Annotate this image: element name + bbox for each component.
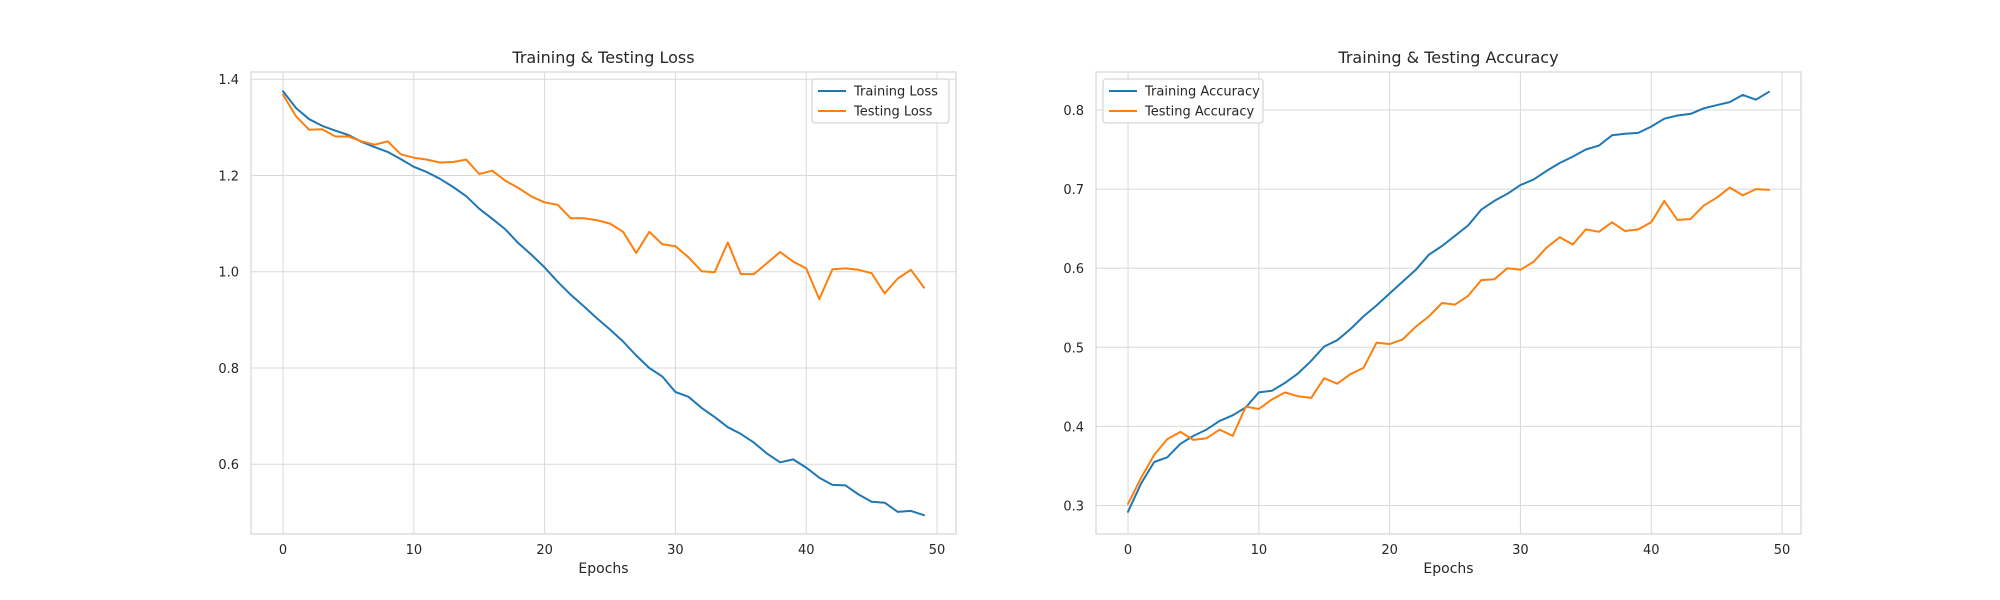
x-tick-label: 50: [1774, 543, 1791, 558]
y-tick-label: 0.8: [218, 362, 239, 377]
y-tick-label: 0.6: [218, 458, 239, 473]
legend-entry-testing-loss: Testing Loss: [853, 105, 933, 120]
x-tick-label: 30: [1512, 543, 1529, 558]
x-tick-label: 50: [929, 543, 946, 558]
series-line-training-accuracy: [1127, 90, 1770, 513]
y-tick-label: 1.0: [218, 266, 239, 281]
y-tick-label: 0.3: [1063, 500, 1084, 515]
legend-box: [811, 78, 950, 124]
series-line-training-loss: [282, 90, 925, 517]
legend-entry-testing-accuracy: Testing Accuracy: [1144, 105, 1254, 120]
x-tick-label: 10: [1251, 543, 1268, 558]
x-tick-label: 10: [406, 543, 423, 558]
y-tick-label: 1.2: [218, 169, 239, 184]
legend: Training Accuracy Testing Accuracy: [1102, 78, 1264, 124]
legend: Training Loss Testing Loss: [811, 78, 950, 124]
chart-panel-2: 0 10 20 30 40 50 0.3 0.4 0.5 0.6 0.7 0.8 Training & …: [1063, 48, 1802, 577]
y-tick-label: 0.7: [1063, 183, 1084, 198]
x-tick-label: 20: [536, 543, 553, 558]
x-tick-label: 0: [1124, 543, 1132, 558]
legend-entry-training-loss: Training Loss: [853, 85, 938, 100]
x-tick-label: 0: [279, 543, 287, 558]
x-tick-label: 40: [798, 543, 815, 558]
x-axis-label: Epochs: [1423, 561, 1473, 577]
y-tick-label: 1.4: [218, 73, 239, 88]
series-line-testing-accuracy: [1127, 186, 1770, 505]
series-line-testing-loss: [282, 93, 925, 301]
x-tick-label: 30: [667, 543, 684, 558]
x-axis-label: Epochs: [578, 561, 628, 577]
y-tick-label: 0.4: [1063, 420, 1084, 435]
chart-title: Training & Testing Accuracy: [1337, 48, 1558, 67]
chart-panel-1: 0 10 20 30 40 50 0.6 0.8 1.0 1.2 1.4 Training & Tes…: [218, 48, 957, 577]
x-tick-label: 20: [1381, 543, 1398, 558]
chart-title: Training & Testing Loss: [511, 48, 694, 67]
legend-entry-training-accuracy: Training Accuracy: [1144, 85, 1260, 100]
y-tick-label: 0.6: [1063, 262, 1084, 277]
legend-box: [1102, 78, 1264, 124]
y-tick-label: 0.8: [1063, 104, 1084, 119]
x-tick-label: 40: [1643, 543, 1660, 558]
y-tick-label: 0.5: [1063, 341, 1084, 356]
plot-area: [250, 71, 957, 535]
